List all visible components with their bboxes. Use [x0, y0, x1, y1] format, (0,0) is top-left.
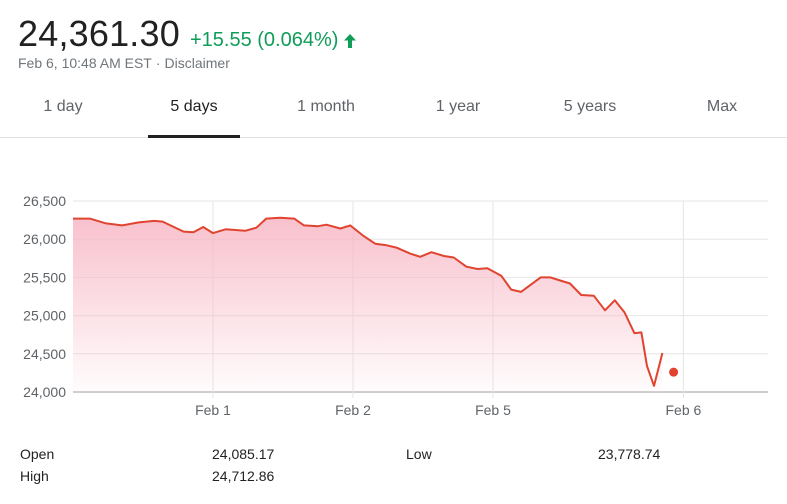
y-tick-label: 26,000 — [23, 231, 66, 247]
y-tick-label: 25,500 — [23, 269, 66, 285]
tab-underline — [148, 135, 240, 138]
y-tick-label: 26,500 — [23, 193, 66, 209]
arrow-up-icon — [344, 33, 357, 48]
price-row: 24,361.30 +15.55 (0.064%) — [18, 12, 357, 56]
tab-label: 1 month — [297, 98, 355, 115]
range-tabs: 1 day 5 days 1 month 1 year 5 years Max — [0, 82, 787, 138]
low-value: 23,778.74 — [598, 446, 661, 462]
x-tick-label: Feb 1 — [195, 402, 231, 418]
price-change-value: +15.55 (0.064%) — [189, 29, 339, 51]
tab-5-years[interactable]: 5 years — [544, 82, 636, 137]
y-tick-label: 24,000 — [23, 384, 66, 400]
high-value: 24,712.86 — [212, 468, 275, 484]
price-timestamp-line: Feb 6, 10:48 AM EST · Disclaimer — [18, 55, 230, 71]
tab-label: 1 year — [435, 98, 481, 115]
current-price: 24,361.30 — [18, 13, 180, 54]
x-tick-label: Feb 2 — [335, 402, 371, 418]
tab-label: 1 day — [43, 98, 83, 115]
open-label: Open — [20, 446, 55, 462]
price-line — [73, 216, 664, 387]
high-label: High — [20, 468, 49, 484]
disclaimer-link[interactable]: Disclaimer — [164, 55, 230, 71]
tab-label: Max — [706, 98, 738, 115]
tab-5-days[interactable]: 5 days — [148, 82, 240, 138]
tab-max[interactable]: Max — [688, 82, 756, 137]
tab-label: 5 years — [563, 98, 617, 115]
x-tick-label: Feb 5 — [475, 402, 511, 418]
tab-label: 5 days — [170, 98, 218, 115]
tab-1-year[interactable]: 1 year — [414, 82, 502, 137]
y-tick-label: 24,500 — [23, 346, 66, 362]
price-chart[interactable]: 24,000 24,500 25,000 25,500 26,000 26,500 Feb … — [0, 180, 787, 425]
tab-1-month[interactable]: 1 month — [280, 82, 372, 137]
tab-1-day[interactable]: 1 day — [22, 82, 104, 137]
separator: · — [155, 55, 161, 71]
price-timestamp: Feb 6, 10:48 AM EST — [18, 55, 152, 71]
x-tick-label: Feb 6 — [665, 402, 701, 418]
y-tick-label: 25,000 — [23, 308, 66, 324]
low-label: Low — [406, 446, 432, 462]
current-price-point — [669, 367, 679, 377]
price-area — [73, 217, 663, 392]
open-value: 24,085.17 — [212, 446, 275, 462]
price-change: +15.55 (0.064%) — [190, 29, 357, 52]
